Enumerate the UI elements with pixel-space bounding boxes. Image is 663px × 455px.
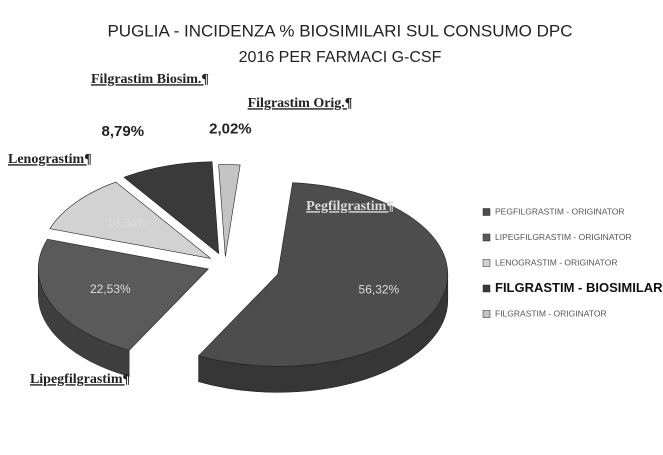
value-label: 8,79%	[102, 123, 145, 140]
pie-slice	[49, 181, 211, 259]
legend-swatch	[482, 259, 491, 267]
legend-label: FILGRASTIM - ORIGINATOR	[495, 308, 607, 318]
slice-label: Filgrastim Biosim.¶	[91, 72, 209, 87]
legend-swatch	[482, 233, 491, 242]
legend-label: LIPEGFILGRASTIM - ORIGINATOR	[495, 232, 632, 242]
pie-slice	[198, 182, 448, 367]
legend-label: PEGFILGRASTIM - ORIGINATOR	[495, 206, 625, 216]
legend-swatch	[482, 310, 491, 318]
value-label: 2,02%	[209, 121, 252, 138]
legend-swatch	[482, 208, 491, 216]
pie-slice	[38, 238, 209, 351]
slice-label: Lipegfilgrastim¶	[30, 372, 130, 387]
pie-slice	[123, 161, 220, 255]
value-label: 22,53%	[90, 282, 131, 296]
legend-label: LENOGRASTIM - ORIGINATOR	[495, 257, 617, 267]
slice-label: Pegfilgrastim¶	[306, 199, 394, 214]
slice-label: Lenograstim¶	[8, 152, 92, 167]
legend-swatch	[482, 284, 491, 293]
value-label: 56,32%	[359, 283, 400, 297]
slice-label: Filgrastim Orig.¶	[248, 96, 353, 111]
chart-subtitle: 2016 PER FARMACI G-CSF	[239, 49, 442, 66]
legend-label: FILGRASTIM - BIOSIMILARE	[495, 280, 663, 295]
value-label: 10,34%	[107, 216, 148, 230]
chart-title: PUGLIA - INCIDENZA % BIOSIMILARI SUL CON…	[107, 21, 572, 40]
pie-slice	[218, 164, 241, 257]
